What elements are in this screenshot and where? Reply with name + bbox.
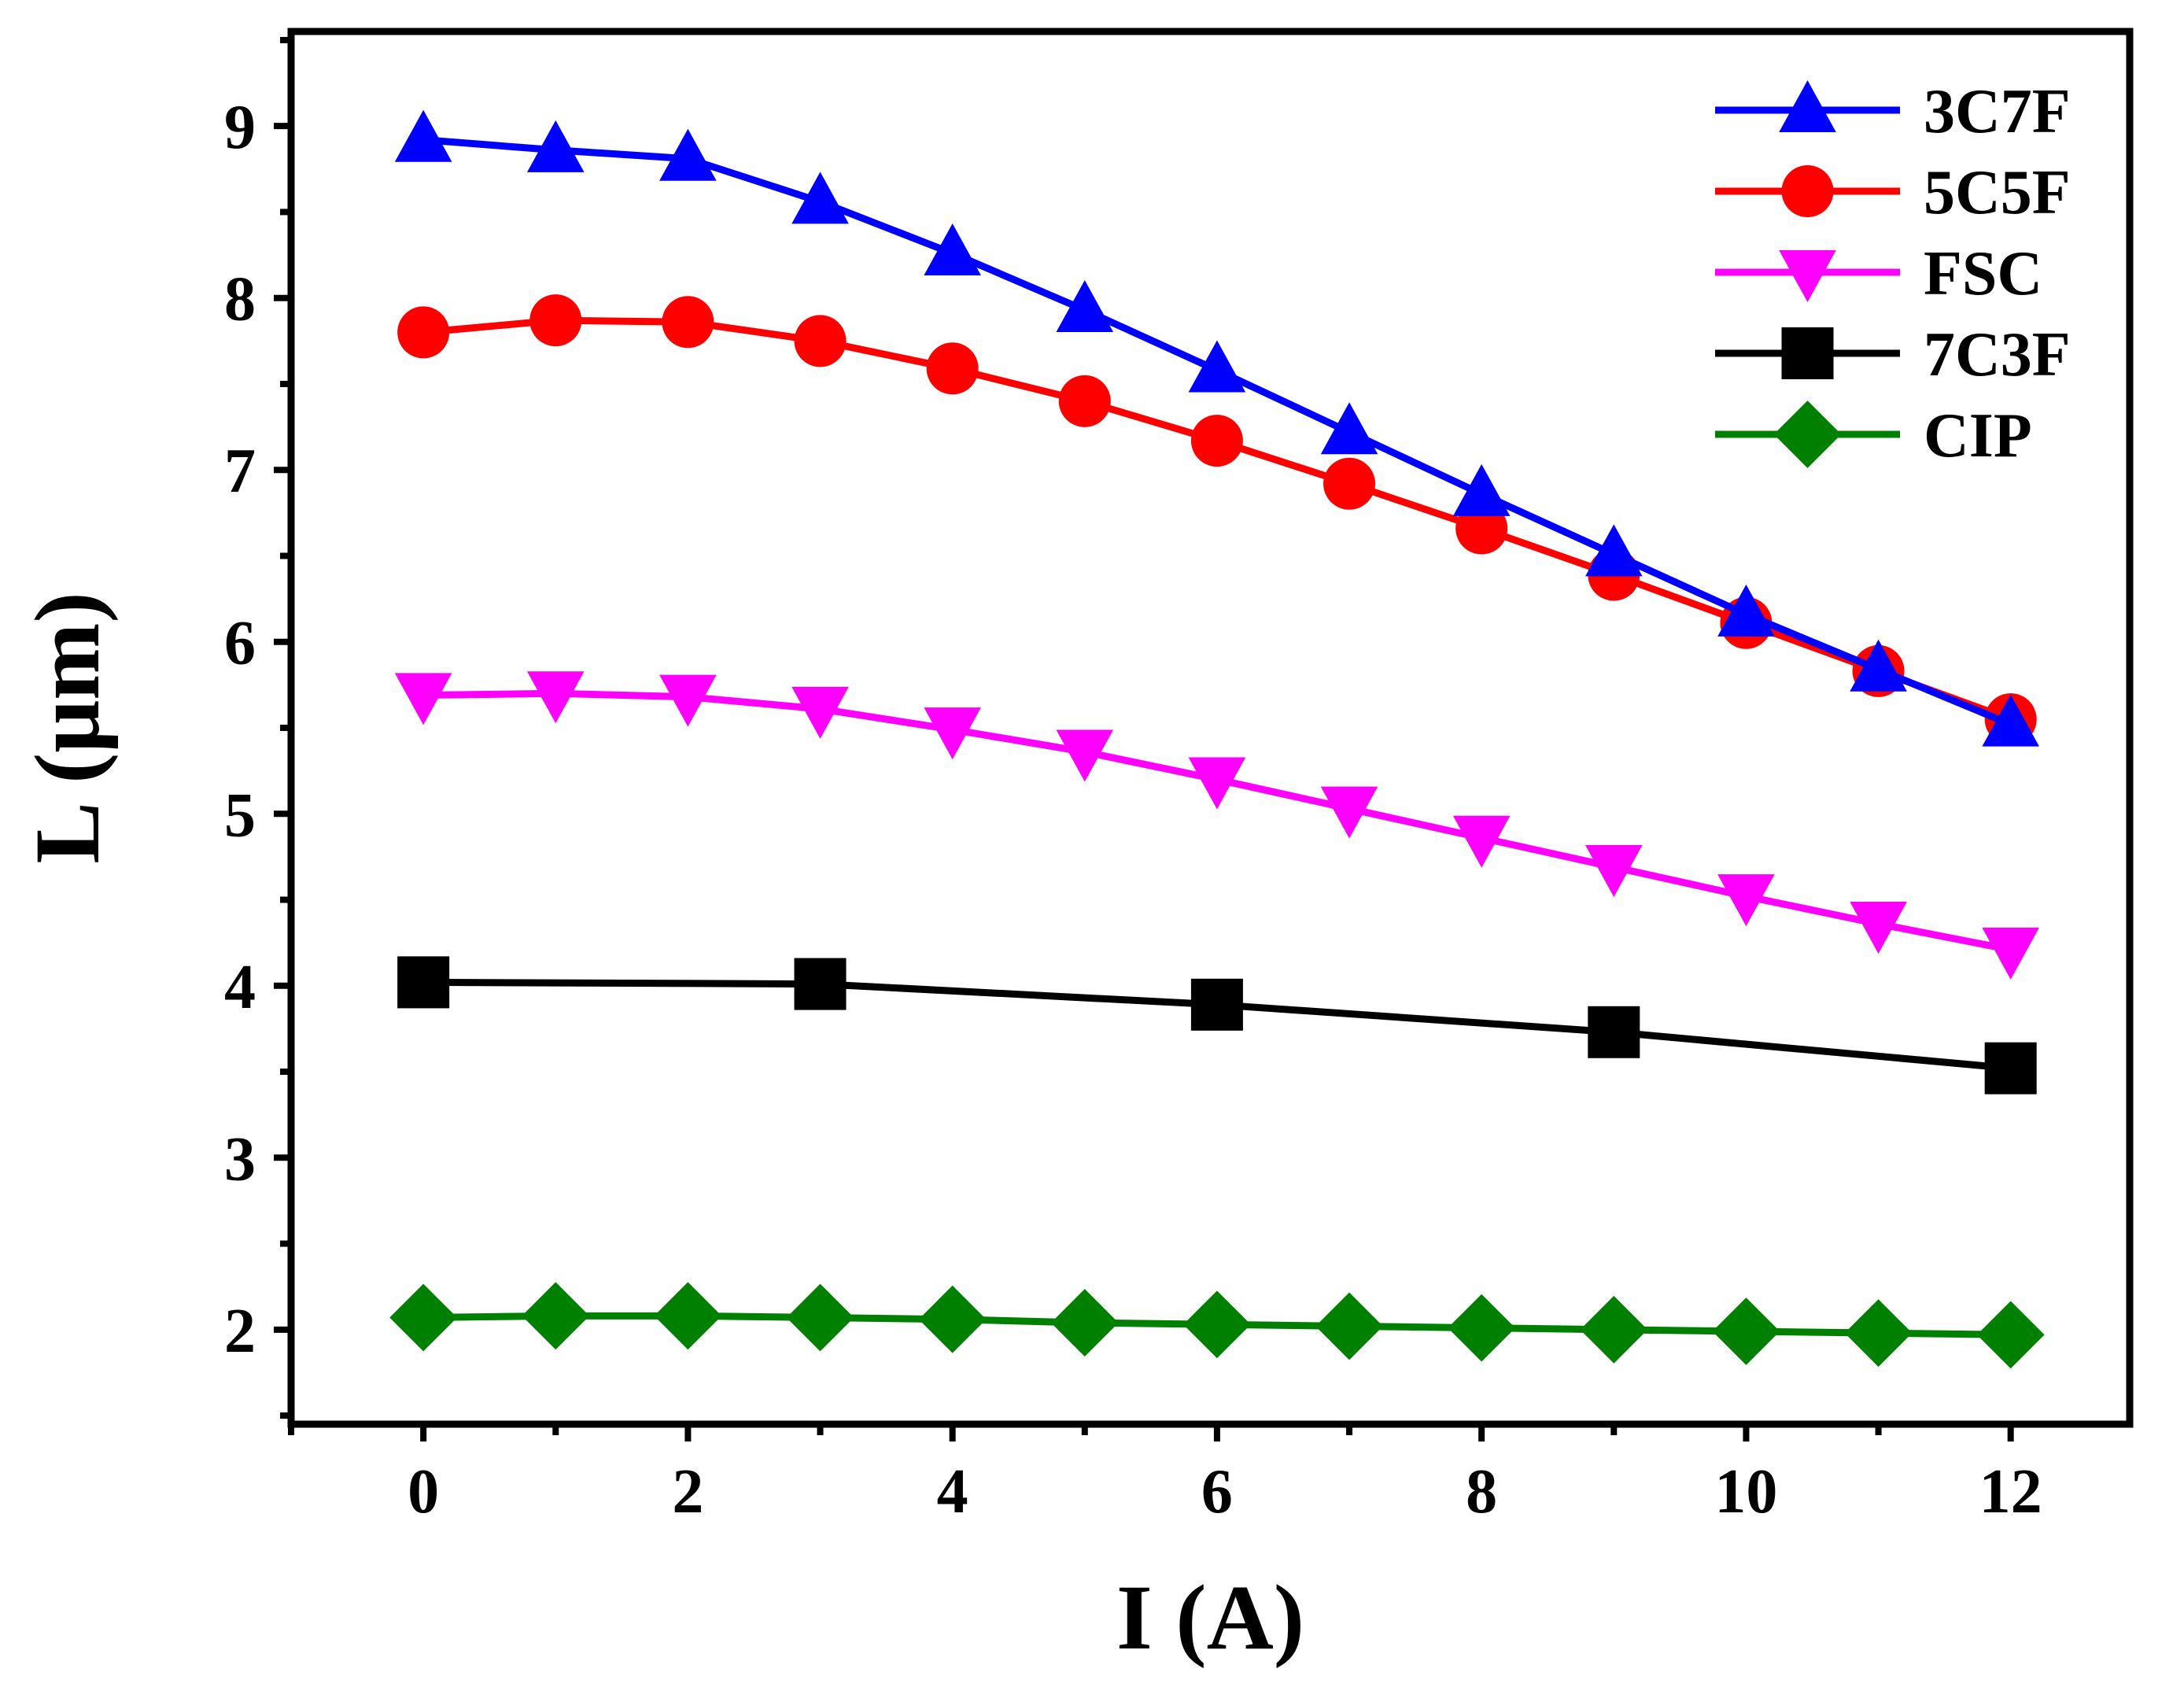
legend-item-3c7f: 3C7F [1715,77,2071,146]
x-axis-title: I (A) [1116,1566,1304,1669]
data-point-3c7f [1452,463,1511,516]
data-point-fsc [659,674,717,727]
series-line-fsc [423,689,2012,954]
data-point-3c7f [1320,402,1378,455]
data-point-5c5f [926,342,979,395]
data-point-7c3f [397,956,450,1009]
legend-item-7c3f: 7C3F [1715,320,2071,389]
legend-item-fsc: FSC [1715,239,2042,308]
data-point-cip [654,1282,722,1350]
data-point-5c5f [662,296,714,349]
data-point-cip [918,1285,987,1353]
data-point-fsc [1452,815,1511,868]
axes: 2 3 4 5 6 7 8 9 0 2 4 6 8 10 12 [224,28,2134,1526]
legend-marker-7c3f [1781,327,1834,379]
data-point-5c5f [1323,457,1376,510]
data-point-3c7f [791,172,849,224]
y-tick-label: 7 [224,437,256,506]
y-tick-label: 3 [224,1124,256,1194]
y-tick-label: 5 [224,781,256,850]
data-point-5c5f [794,315,847,367]
data-point-3c7f [1188,340,1246,393]
y-tick-label: 4 [224,953,256,1022]
data-point-fsc [924,707,981,760]
data-point-cip [786,1283,854,1352]
data-point-fsc [526,671,585,724]
y-tick-label: 6 [224,609,256,678]
legend: 3C7F 5C5F FSC 7C3F CIP [1715,77,2071,471]
y-tick-label: 9 [224,93,256,162]
x-tick-label: 4 [937,1457,968,1526]
x-tick-label: 12 [1979,1457,2042,1526]
legend-label-5c5f: 5C5F [1924,158,2071,227]
legend-label-cip: CIP [1924,401,2032,471]
data-point-7c3f [1984,1042,2037,1095]
x-tick-label: 8 [1466,1457,1497,1526]
x-tick-label: 2 [672,1457,703,1526]
data-point-7c3f [1190,978,1243,1031]
data-point-7c3f [1588,1006,1640,1058]
legend-marker-3c7f [1779,80,1836,133]
data-point-cip [1050,1289,1119,1357]
legend-marker-5c5f [1781,165,1834,217]
data-point-3c7f [1585,524,1643,577]
data-point-fsc [1056,729,1114,782]
data-point-fsc [1188,757,1246,810]
data-point-cip [1580,1295,1648,1364]
data-point-5c5f [529,294,582,347]
legend-item-5c5f: 5C5F [1715,158,2071,227]
legend-item-cip: CIP [1715,401,2032,471]
legend-label-3c7f: 3C7F [1924,77,2071,146]
legend-marker-cip [1773,401,1842,468]
series-3c7f [394,109,2039,747]
plot-series [389,109,2045,1369]
x-tick-label: 6 [1201,1457,1233,1526]
data-point-3c7f [924,223,981,275]
y-axis-title: L (μm) [16,592,119,863]
data-point-fsc [1717,874,1775,927]
data-point-7c3f [794,958,847,1010]
x-tick-label: 10 [1714,1457,1777,1526]
data-point-fsc [1320,786,1378,839]
data-point-3c7f [526,120,585,172]
series-cip [389,1282,2045,1369]
data-point-3c7f [394,109,452,162]
data-point-cip [522,1282,590,1350]
data-point-5c5f [1190,415,1243,467]
data-point-cip [1183,1290,1251,1359]
x-tick-label: 0 [408,1457,439,1526]
data-point-cip [1448,1294,1516,1362]
data-point-5c5f [1058,375,1111,427]
data-point-3c7f [1850,639,1907,692]
data-point-cip [389,1283,458,1352]
series-fsc [394,671,2039,980]
y-tick-label: 8 [224,265,256,334]
legend-label-fsc: FSC [1924,239,2042,308]
data-point-fsc [791,686,849,739]
series-7c3f [397,956,2037,1095]
y-tick-label: 2 [224,1297,256,1366]
data-point-cip [1712,1298,1780,1365]
data-point-3c7f [1056,280,1114,333]
data-point-cip [1844,1299,1913,1368]
data-point-cip [1315,1292,1383,1360]
data-point-3c7f [1717,584,1775,637]
data-point-fsc [1982,927,2039,980]
data-point-5c5f [397,306,450,359]
plot-frame [287,28,2134,1428]
data-point-cip [1976,1301,2045,1369]
data-point-3c7f [659,128,717,181]
data-point-fsc [394,673,452,725]
legend-label-7c3f: 7C3F [1924,320,2071,389]
data-point-fsc [1850,902,1907,954]
data-point-3c7f [1982,694,2039,747]
data-point-fsc [1585,844,1643,897]
legend-marker-fsc [1779,249,1836,302]
